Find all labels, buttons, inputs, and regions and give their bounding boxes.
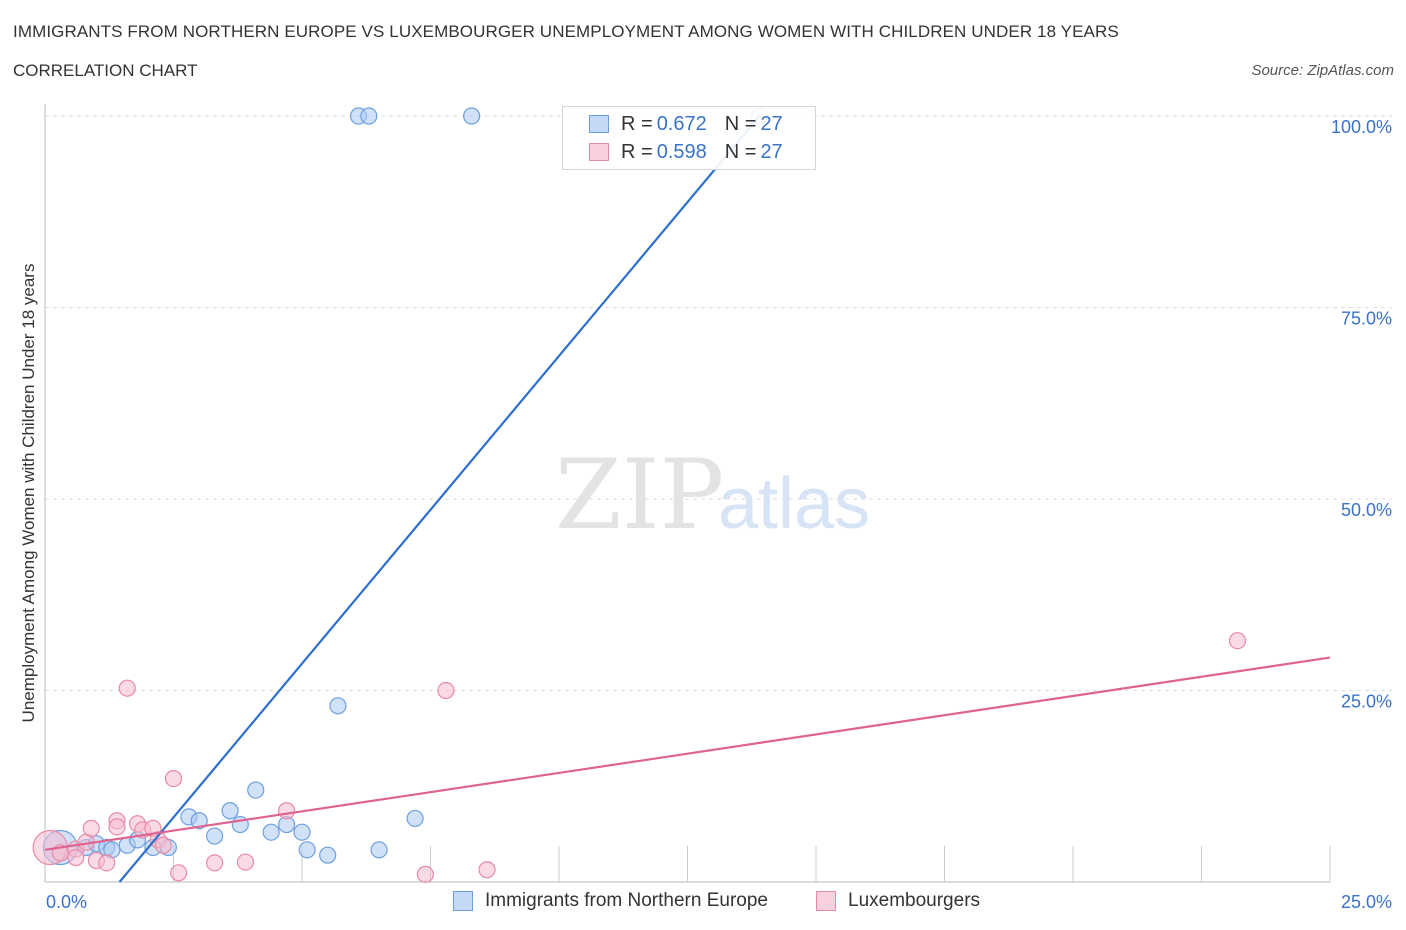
watermark-zip: ZIP	[555, 439, 724, 551]
point-luxembourgers	[437, 681, 455, 700]
trend-line-luxembourgers	[44, 656, 1331, 851]
bottom-legend-swatch-blue	[453, 891, 473, 911]
point-luxembourgers	[108, 818, 126, 836]
point-northern-europe	[293, 823, 311, 841]
point-northern-europe	[190, 812, 208, 830]
y-tick-label: 100.0%	[1331, 117, 1392, 137]
tick-labels: 25.0% 50.0% 75.0% 100.0% 0.0% 25.0%	[46, 117, 1392, 912]
bottom-legend-swatch-pink	[816, 891, 836, 911]
point-northern-europe	[370, 841, 388, 859]
point-luxembourgers	[206, 854, 224, 872]
x-tick-label: 0.0%	[46, 892, 87, 912]
legend-n-value: 27	[760, 112, 783, 135]
point-northern-europe	[319, 846, 337, 864]
point-luxembourgers	[98, 854, 116, 872]
bottom-legend-luxembourgers: Luxembourgers	[816, 890, 980, 912]
y-tick-label: 50.0%	[1341, 500, 1392, 520]
bottom-legend-northern-europe: Immigrants from Northern Europe	[453, 890, 768, 912]
legend-swatch-blue	[589, 115, 609, 133]
source-label: Source: ZipAtlas.com	[1251, 62, 1394, 79]
point-northern-europe	[329, 697, 347, 715]
watermark-atlas: atlas	[718, 464, 870, 544]
watermark: ZIP atlas	[555, 439, 870, 551]
y-tick-label: 25.0%	[1341, 692, 1392, 712]
y-axis-label: Unemployment Among Women with Children U…	[19, 264, 38, 723]
legend-r-value: 0.672	[656, 112, 707, 135]
point-luxembourgers	[1228, 632, 1247, 650]
legend-n-label: N =	[724, 140, 757, 163]
legend-n-value: 27	[760, 140, 783, 163]
legend-swatch-pink	[589, 143, 609, 161]
legend-r-value: 0.598	[656, 140, 707, 163]
bottom-legend-label: Immigrants from Northern Europe	[485, 890, 768, 911]
legend-r-label: R =	[621, 112, 653, 135]
x-tick-label: 25.0%	[1341, 892, 1392, 912]
trend-lines	[44, 115, 1331, 883]
point-northern-europe	[206, 827, 224, 845]
correlation-legend: R = 0.672 N = 27 R = 0.598 N = 27	[562, 106, 816, 170]
point-northern-europe	[221, 802, 239, 820]
point-luxembourgers	[416, 865, 434, 883]
point-luxembourgers	[277, 802, 296, 820]
point-luxembourgers	[236, 853, 255, 871]
y-tick-label: 75.0%	[1341, 309, 1392, 329]
point-northern-europe	[406, 809, 424, 828]
bottom-legend-label: Luxembourgers	[848, 890, 981, 911]
trend-line-northern-europe	[118, 115, 761, 883]
axes	[44, 104, 1330, 883]
legend-row-luxembourgers: R = 0.598 N = 27	[589, 140, 787, 164]
point-luxembourgers	[478, 861, 496, 879]
point-luxembourgers	[118, 679, 136, 697]
point-luxembourgers	[82, 819, 100, 837]
point-northern-europe	[298, 841, 316, 859]
chart-title: IMMIGRANTS FROM NORTHERN EUROPE VS LUXEM…	[13, 22, 1119, 41]
point-luxembourgers	[164, 769, 183, 788]
legend-n-label: N =	[724, 112, 757, 135]
point-northern-europe	[247, 781, 265, 799]
data-points	[32, 107, 1247, 883]
point-northern-europe	[360, 107, 378, 125]
point-luxembourgers	[170, 864, 188, 882]
point-northern-europe	[463, 107, 481, 125]
chart-subtitle: CORRELATION CHART	[13, 61, 198, 80]
point-northern-europe	[262, 823, 280, 841]
legend-r-label: R =	[621, 140, 653, 163]
legend-row-northern-europe: R = 0.672 N = 27	[589, 112, 787, 136]
point-luxembourgers	[154, 836, 172, 854]
point-luxembourgers	[67, 848, 85, 867]
